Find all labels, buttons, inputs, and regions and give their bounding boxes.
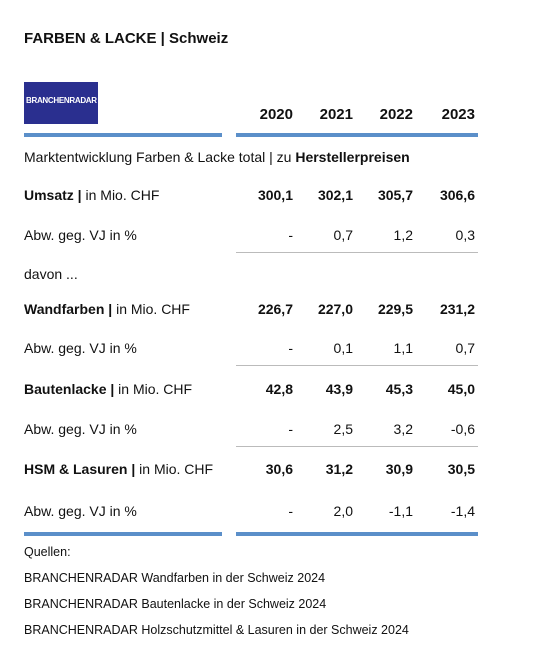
logo-text: BRANCHENRADAR (26, 96, 97, 105)
row-label-text: in Mio. CHF (112, 301, 190, 317)
cell: 300,1 (257, 187, 293, 203)
row-label: davon ... (24, 266, 78, 282)
source: BRANCHENRADAR Wandfarben in der Schweiz … (24, 571, 326, 585)
row-label-text: Abw. geg. VJ in % (24, 340, 137, 356)
row-label: Abw. geg. VJ in % (24, 227, 137, 243)
row-label: Wandfarben | in Mio. CHF (24, 301, 190, 317)
section-text: Marktentwicklung Farben & Lacke total | … (24, 149, 296, 165)
source: BRANCHENRADAR Holzschutzmittel & Lasuren… (24, 623, 409, 637)
cell: 0,1 (333, 340, 353, 356)
cell: 227,0 (317, 301, 353, 317)
cell: 2,5 (333, 421, 353, 437)
cell: 306,6 (439, 187, 475, 203)
section-heading: Marktentwicklung Farben & Lacke total | … (24, 149, 410, 165)
row-label-text: Abw. geg. VJ in % (24, 227, 137, 243)
cell: 2,0 (333, 503, 353, 519)
cell: - (288, 421, 293, 437)
logo: BRANCHENRADAR (24, 82, 98, 124)
year: 2021 (319, 106, 353, 123)
row-label-bold: Wandfarben | (24, 301, 113, 317)
section-bold: Herstellerpreisen (295, 149, 410, 165)
cell: 43,9 (325, 381, 353, 397)
cell: 45,0 (447, 381, 475, 397)
header-rule (24, 133, 222, 137)
cell: 229,5 (377, 301, 413, 317)
row-label-bold: Umsatz | (24, 187, 82, 203)
row-rule (236, 446, 478, 447)
row-label: Abw. geg. VJ in % (24, 340, 137, 356)
cell: 3,2 (393, 421, 413, 437)
header-rule (236, 133, 478, 137)
cell: 31,2 (325, 461, 353, 477)
cell: 0,7 (455, 340, 475, 356)
cell: 0,7 (333, 227, 353, 243)
cell: 305,7 (377, 187, 413, 203)
cell: 42,8 (265, 381, 293, 397)
cell: - (288, 227, 293, 243)
cell: - (288, 503, 293, 519)
cell: 1,2 (393, 227, 413, 243)
row-label-text: in Mio. CHF (135, 461, 214, 477)
cell: 0,3 (455, 227, 475, 243)
title: FARBEN & LACKE | Schweiz (24, 30, 229, 47)
sources-heading: Quellen: (24, 545, 71, 559)
cell: -1,4 (450, 503, 475, 519)
cell: 30,6 (265, 461, 293, 477)
year: 2023 (441, 106, 475, 123)
row-label: Abw. geg. VJ in % (24, 421, 137, 437)
row-label-bold: HSM & Lasuren | (24, 461, 136, 477)
row-rule (236, 365, 478, 366)
cell: 302,1 (317, 187, 353, 203)
row-label: Umsatz | in Mio. CHF (24, 187, 159, 203)
cell: 1,1 (393, 340, 413, 356)
row-label-text: in Mio. CHF (114, 381, 193, 397)
cell: 231,2 (439, 301, 475, 317)
cell: 226,7 (257, 301, 293, 317)
row-label: HSM & Lasuren | in Mio. CHF (24, 461, 213, 477)
cell: -0,6 (450, 421, 475, 437)
row-label: Abw. geg. VJ in % (24, 503, 137, 519)
bottom-rule (24, 532, 222, 536)
row-label-text: davon ... (24, 266, 78, 282)
source: BRANCHENRADAR Bautenlacke in der Schweiz… (24, 597, 327, 611)
row-label-text: in Mio. CHF (81, 187, 160, 203)
cell: 30,5 (447, 461, 475, 477)
row-label-text: Abw. geg. VJ in % (24, 421, 137, 437)
row-label-bold: Bautenlacke | (24, 381, 115, 397)
bottom-rule (236, 532, 478, 536)
row-label-text: Abw. geg. VJ in % (24, 503, 137, 519)
cell: 45,3 (385, 381, 413, 397)
cell: -1,1 (388, 503, 413, 519)
year: 2020 (259, 106, 293, 123)
row-rule (236, 252, 478, 253)
year: 2022 (379, 106, 413, 123)
cell: 30,9 (385, 461, 413, 477)
cell: - (288, 340, 293, 356)
row-label: Bautenlacke | in Mio. CHF (24, 381, 192, 397)
